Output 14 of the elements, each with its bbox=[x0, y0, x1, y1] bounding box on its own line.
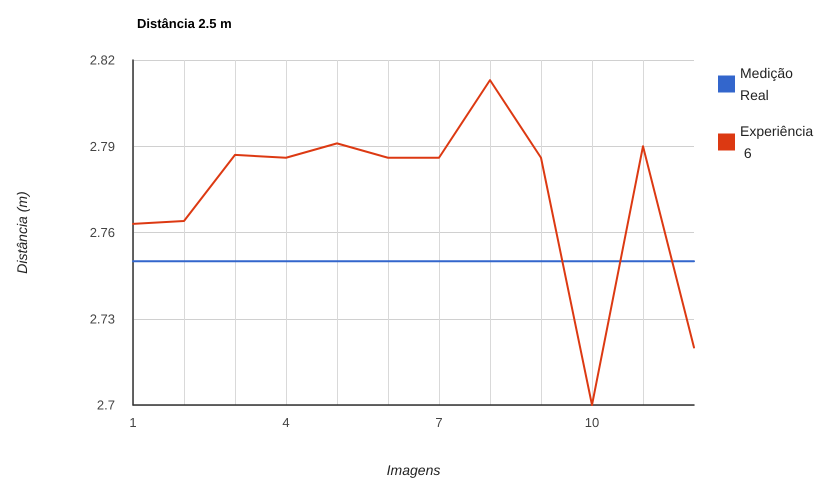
x-tick-label: 4 bbox=[282, 415, 290, 430]
chart-title: Distância 2.5 m bbox=[137, 16, 232, 31]
legend-label: Medição Real bbox=[740, 65, 797, 103]
y-tick-label: 2.82 bbox=[90, 52, 115, 68]
y-tick-label: 2.79 bbox=[90, 138, 115, 154]
legend-label: Experiência 6 bbox=[740, 123, 814, 161]
x-axis-title: Imagens bbox=[386, 462, 440, 478]
x-tick-label: 10 bbox=[584, 415, 600, 430]
y-tick-label: 2.76 bbox=[90, 225, 115, 240]
y-axis-title: Distância (m) bbox=[14, 191, 30, 274]
y-tick-label: 2.73 bbox=[90, 311, 115, 326]
x-tick-label: 1 bbox=[129, 415, 137, 430]
x-tick-label: 7 bbox=[435, 415, 443, 430]
y-tick-label: 2.7 bbox=[96, 398, 115, 412]
